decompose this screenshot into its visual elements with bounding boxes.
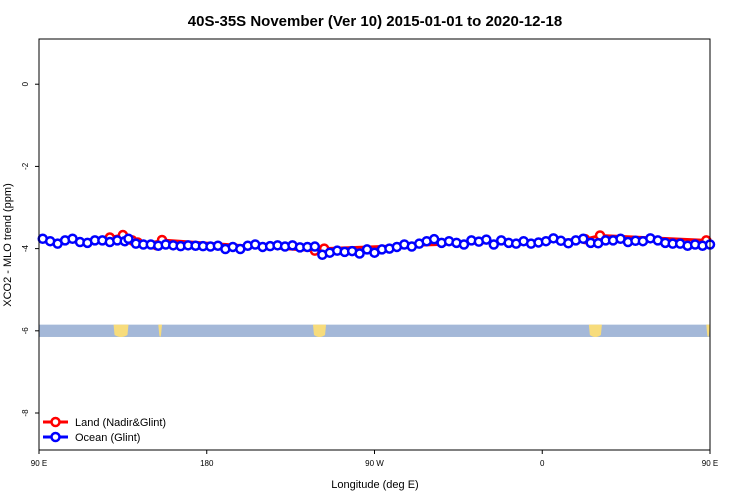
land-segment-4 xyxy=(706,324,710,337)
x-tick-label-3: 0 xyxy=(540,459,545,468)
series-1-point-73 xyxy=(578,233,589,244)
legend: Land (Nadir&Glint) Ocean (Glint) xyxy=(43,416,166,444)
series-1-point-37 xyxy=(309,241,321,252)
land-ocean-band xyxy=(39,324,710,337)
y-axis: 0 -2 -4 -6 -8 xyxy=(21,81,39,417)
y-tick-label-4: -8 xyxy=(21,409,30,417)
series-ocean xyxy=(37,233,716,261)
series-1-point-12 xyxy=(123,233,134,244)
x-tick-label-2: 90 W xyxy=(365,459,384,468)
legend-land-marker xyxy=(50,416,61,428)
legend-land-label: Land (Nadir&Glint) xyxy=(75,417,166,429)
y-tick-label-0: 0 xyxy=(21,81,30,86)
series-1-point-61 xyxy=(488,239,500,250)
y-tick-label-3: -6 xyxy=(21,327,30,335)
series-1-point-57 xyxy=(458,239,470,250)
chart-title: 40S-35S November (Ver 10) 2015-01-01 to … xyxy=(188,13,562,30)
x-tick-label-0: 90 E xyxy=(31,459,47,468)
land-segment-3 xyxy=(588,324,602,337)
land-segment-1 xyxy=(158,324,163,337)
ocean-band xyxy=(39,324,710,337)
land-segment-2 xyxy=(312,324,327,337)
y-tick-label-1: -2 xyxy=(21,162,30,170)
legend-ocean-marker xyxy=(50,431,61,443)
x-axis-label: Longitude (deg E) xyxy=(331,479,418,491)
land-segment-0 xyxy=(113,324,129,337)
x-tick-label-1: 180 xyxy=(200,459,214,468)
series-1-point-60 xyxy=(481,234,492,245)
series-layer xyxy=(37,229,716,261)
y-axis-label: XCO2 - MLO trend (ppm) xyxy=(2,183,14,306)
x-tick-label-4: 90 E xyxy=(702,459,718,468)
series-1-point-43 xyxy=(354,248,365,259)
legend-ocean-label: Ocean (Glint) xyxy=(75,432,140,444)
y-tick-label-2: -4 xyxy=(21,245,30,253)
